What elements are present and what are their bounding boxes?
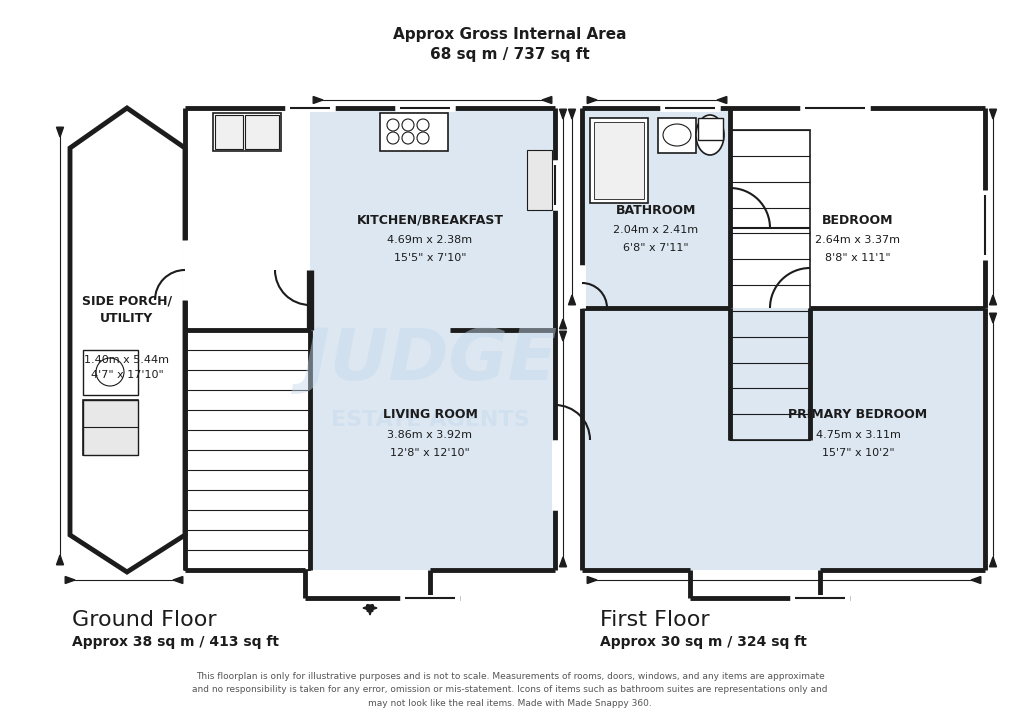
Polygon shape [988,109,996,119]
Polygon shape [716,96,727,104]
Bar [380,113,447,151]
Text: 3.86m x 3.92m: 3.86m x 3.92m [387,430,472,440]
Text: 2.64m x 3.37m: 2.64m x 3.37m [815,235,900,245]
Polygon shape [970,576,980,584]
Text: PRIMARY BEDROOM: PRIMARY BEDROOM [788,408,926,421]
Bar [589,118,647,203]
Bar [83,400,138,455]
Text: Approx 38 sq m / 413 sq ft: Approx 38 sq m / 413 sq ft [72,635,279,649]
Bar [310,108,554,330]
Bar [310,330,554,570]
Text: 2.04m x 2.41m: 2.04m x 2.41m [612,225,698,235]
Ellipse shape [662,124,690,146]
Polygon shape [568,109,575,119]
Text: 4.75m x 3.11m: 4.75m x 3.11m [815,430,900,440]
Bar [697,118,722,140]
Polygon shape [173,576,182,584]
Polygon shape [363,605,372,612]
Polygon shape [56,555,63,565]
Polygon shape [559,331,566,341]
Text: JUDGE: JUDGE [303,326,556,395]
Text: 6'8" x 7'11": 6'8" x 7'11" [623,243,688,253]
Bar [215,115,243,149]
Polygon shape [568,295,575,305]
Text: BATHROOM: BATHROOM [615,203,696,216]
Bar [657,118,695,153]
Polygon shape [559,557,566,567]
Polygon shape [988,295,996,305]
Bar [593,122,643,199]
Polygon shape [70,108,184,572]
Polygon shape [559,319,566,329]
Text: 4.69m x 2.38m: 4.69m x 2.38m [387,235,472,245]
Text: 8'8" x 11'1": 8'8" x 11'1" [824,253,890,263]
Polygon shape [313,96,323,104]
Text: 4'7" x 17'10": 4'7" x 17'10" [91,370,163,380]
Bar [582,108,730,308]
Text: KITCHEN/BREAKFAST: KITCHEN/BREAKFAST [357,214,503,227]
Polygon shape [367,605,377,612]
Text: This floorplan is only for illustrative purposes and is not to scale. Measuremen: This floorplan is only for illustrative … [192,673,827,707]
Bar [582,308,984,570]
Bar [184,330,310,570]
Polygon shape [56,127,63,137]
Text: 12'8" x 12'10": 12'8" x 12'10" [389,448,470,458]
Bar [527,150,551,210]
Polygon shape [559,109,566,119]
Text: First Floor: First Floor [599,610,709,630]
Bar [83,400,138,455]
Text: Approx Gross Internal Area: Approx Gross Internal Area [393,28,626,43]
Polygon shape [988,313,996,323]
Text: Approx 30 sq m / 324 sq ft: Approx 30 sq m / 324 sq ft [599,635,806,649]
Polygon shape [541,96,551,104]
Text: SIDE PORCH/
UTILITY: SIDE PORCH/ UTILITY [82,295,172,326]
Bar [730,130,809,440]
Text: 15'5" x 7'10": 15'5" x 7'10" [393,253,466,263]
Polygon shape [587,96,596,104]
Circle shape [96,358,124,386]
Text: 68 sq m / 737 sq ft: 68 sq m / 737 sq ft [430,48,589,62]
Text: ESTATE AGENTS: ESTATE AGENTS [330,410,529,430]
Polygon shape [65,576,75,584]
Text: LIVING ROOM: LIVING ROOM [382,408,477,421]
Bar [245,115,279,149]
Polygon shape [366,605,373,615]
Polygon shape [70,108,184,572]
Ellipse shape [695,115,723,155]
Polygon shape [587,576,596,584]
Text: 15'7" x 10'2": 15'7" x 10'2" [821,448,894,458]
Text: 1.40m x 5.44m: 1.40m x 5.44m [85,355,169,365]
Text: BEDROOM: BEDROOM [821,214,893,227]
Text: Ground Floor: Ground Floor [72,610,216,630]
Polygon shape [988,557,996,567]
Bar [83,350,138,395]
Bar [213,113,280,151]
